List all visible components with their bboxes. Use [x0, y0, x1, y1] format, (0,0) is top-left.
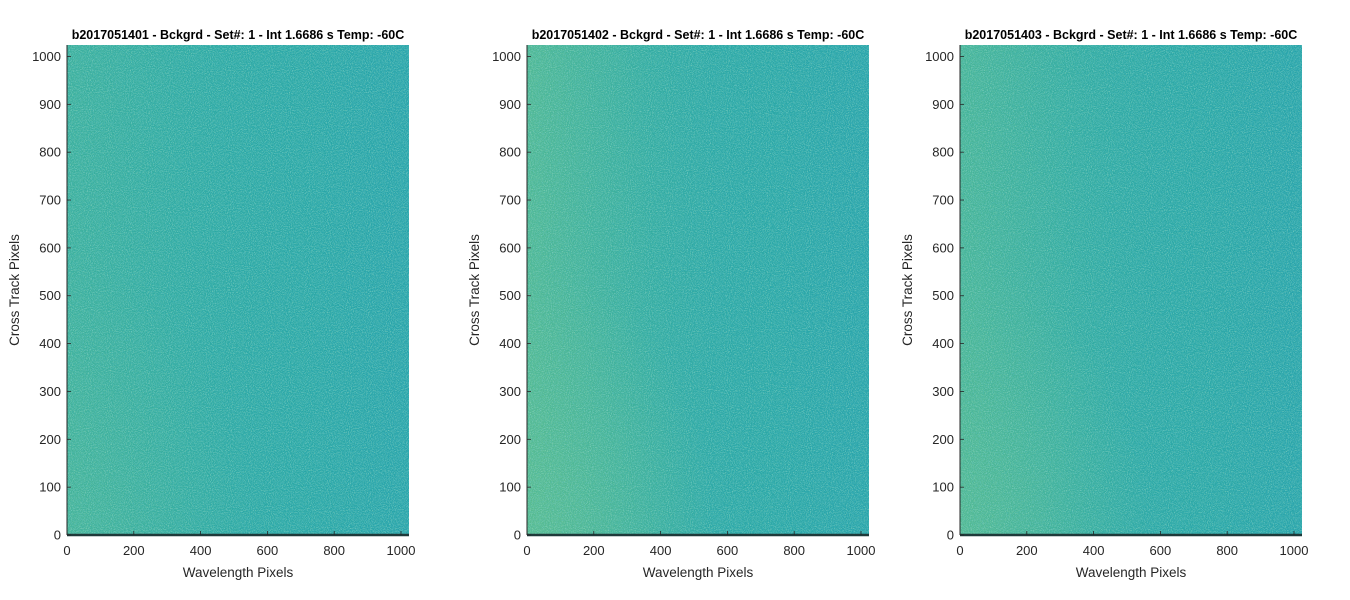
- y-axis-label: Cross Track Pixels: [7, 234, 22, 346]
- y-tick-label: 600: [499, 240, 521, 255]
- x-axis-label: Wavelength Pixels: [183, 565, 294, 580]
- x-tick-label: 0: [956, 543, 963, 558]
- y-tick-label: 400: [932, 336, 954, 351]
- x-tick-label: 800: [1216, 543, 1238, 558]
- y-tick-label: 1000: [925, 49, 954, 64]
- y-tick-label: 500: [39, 288, 61, 303]
- y-axis-label: Cross Track Pixels: [467, 234, 482, 346]
- y-tick-label: 200: [39, 432, 61, 447]
- y-tick-label: 800: [39, 145, 61, 160]
- y-tick-label: 100: [499, 480, 521, 495]
- y-tick-label: 500: [932, 288, 954, 303]
- y-tick-label: 300: [39, 384, 61, 399]
- heatmap-image: [527, 45, 869, 535]
- y-tick-label: 1000: [32, 49, 61, 64]
- y-tick-label: 800: [499, 145, 521, 160]
- x-tick-label: 800: [323, 543, 345, 558]
- y-tick-label: 600: [932, 240, 954, 255]
- x-tick-label: 200: [583, 543, 605, 558]
- x-tick-label: 600: [717, 543, 739, 558]
- y-tick-label: 100: [39, 480, 61, 495]
- x-tick-label: 600: [257, 543, 279, 558]
- y-tick-label: 300: [499, 384, 521, 399]
- x-tick-label: 1000: [847, 543, 876, 558]
- y-tick-label: 900: [499, 97, 521, 112]
- chart-panel-3: 0 200 400 600 800 1000 0 100 200 300 400 500 600 700 8…: [900, 28, 1308, 580]
- x-tick-label: 800: [783, 543, 805, 558]
- y-tick-label: 700: [499, 193, 521, 208]
- x-tick-label: 400: [190, 543, 212, 558]
- y-tick-label: 700: [932, 193, 954, 208]
- x-axis-label: Wavelength Pixels: [1076, 565, 1187, 580]
- x-tick-label: 1000: [387, 543, 416, 558]
- chart-title: b2017051402 - Bckgrd - Set#: 1 - Int 1.6…: [532, 28, 865, 42]
- heatmap-cool-noise: [67, 45, 409, 535]
- y-tick-label: 400: [499, 336, 521, 351]
- chart-panel-1: 0 200 400 600 800 1000 0 100 200 300 400 500 600 700 8…: [7, 28, 415, 580]
- chart-title: b2017051401 - Bckgrd - Set#: 1 - Int 1.6…: [72, 28, 405, 42]
- y-tick-label: 100: [932, 480, 954, 495]
- x-axis-label: Wavelength Pixels: [643, 565, 754, 580]
- x-tick-label: 600: [1150, 543, 1172, 558]
- y-tick-label: 200: [499, 432, 521, 447]
- heatmap-cool-noise: [527, 45, 869, 535]
- y-tick-label: 300: [932, 384, 954, 399]
- x-tick-label: 0: [523, 543, 530, 558]
- x-tick-label: 0: [63, 543, 70, 558]
- heatmap-image: [960, 45, 1302, 535]
- y-tick-label: 900: [932, 97, 954, 112]
- y-tick-label: 0: [947, 528, 954, 543]
- y-tick-label: 700: [39, 193, 61, 208]
- y-tick-label: 600: [39, 240, 61, 255]
- y-axis-label: Cross Track Pixels: [900, 234, 915, 346]
- x-tick-label: 400: [1083, 543, 1105, 558]
- chart-title: b2017051403 - Bckgrd - Set#: 1 - Int 1.6…: [965, 28, 1298, 42]
- y-tick-label: 0: [54, 528, 61, 543]
- x-tick-label: 200: [123, 543, 145, 558]
- y-tick-label: 200: [932, 432, 954, 447]
- chart-panel-2: 0 200 400 600 800 1000 0 100 200 300 400 500 600 700 8…: [467, 28, 875, 580]
- y-tick-label: 1000: [492, 49, 521, 64]
- x-tick-label: 1000: [1280, 543, 1309, 558]
- y-tick-label: 800: [932, 145, 954, 160]
- heatmap-image: [67, 45, 409, 535]
- heatmap-cool-noise: [960, 45, 1302, 535]
- y-tick-label: 500: [499, 288, 521, 303]
- x-tick-label: 400: [650, 543, 672, 558]
- x-tick-label: 200: [1016, 543, 1038, 558]
- y-tick-label: 400: [39, 336, 61, 351]
- y-tick-label: 900: [39, 97, 61, 112]
- y-tick-label: 0: [514, 528, 521, 543]
